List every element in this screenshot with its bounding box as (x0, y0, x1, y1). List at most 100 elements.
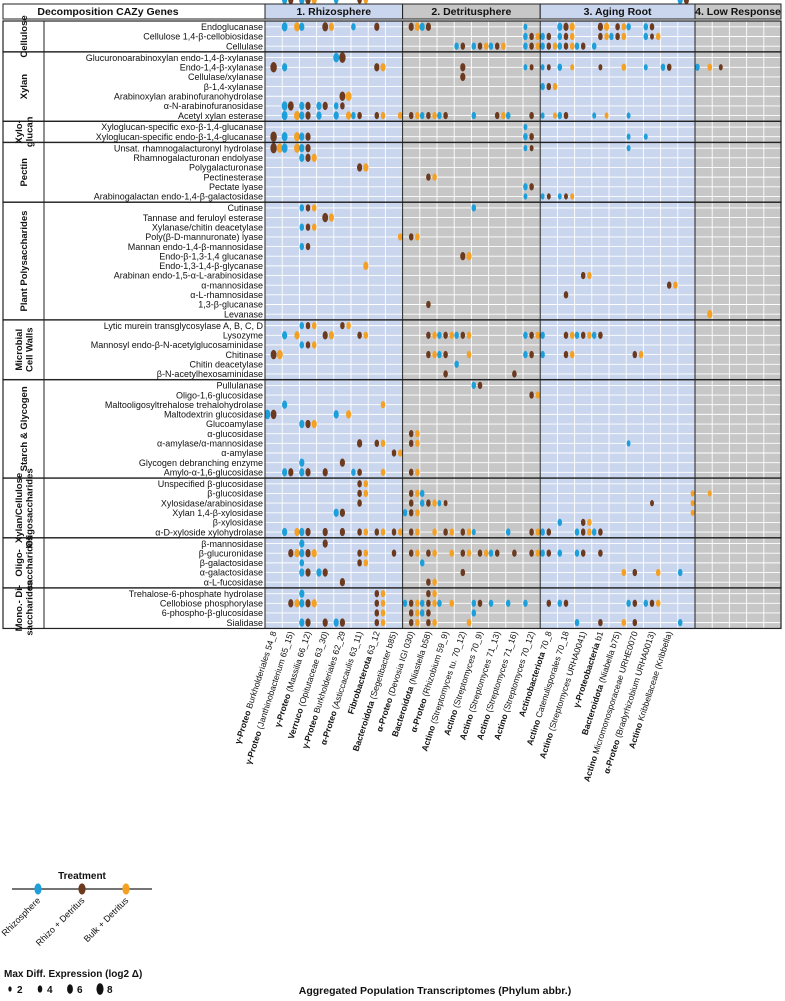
point-27 (557, 32, 563, 41)
point-17 (615, 23, 620, 31)
gene-label: Poly(β-D-mannuronate) lyase (145, 232, 263, 242)
point-427 (677, 0, 683, 5)
point-260 (305, 468, 311, 477)
point-375 (288, 599, 294, 608)
treatment-legend-title: Treatment (58, 871, 106, 882)
gene-column-header: Decomposition CAZy Genes (37, 6, 178, 18)
point-97 (316, 111, 322, 120)
point-19 (626, 23, 631, 31)
point-189 (322, 331, 328, 340)
point-430 (363, 0, 369, 4)
point-227 (632, 350, 638, 359)
gene-label: α-glucosidase (207, 429, 263, 439)
gene-label: Acetyl xylan esterase (178, 111, 263, 121)
category-label-6: Starch & Glycogen (19, 386, 30, 471)
point-374 (432, 589, 437, 598)
point-234 (529, 391, 534, 399)
point-232 (471, 381, 477, 390)
point-250 (408, 439, 414, 448)
point-383 (408, 599, 414, 607)
point-277 (408, 499, 414, 507)
point-348 (540, 549, 545, 557)
category-label-5: MicrobialCell Walls (14, 328, 36, 373)
point-424 (621, 618, 627, 627)
point-139 (305, 143, 311, 153)
point-390 (471, 599, 477, 607)
gene-label: Trehalose-6-phosphate hydrolase (129, 589, 263, 599)
point-200 (466, 331, 472, 339)
gene-label: Cellobiose phosphorylase (160, 599, 263, 609)
point-417 (408, 618, 414, 627)
point-415 (374, 618, 380, 627)
point-230 (443, 370, 448, 378)
point-199 (460, 331, 466, 339)
point-49 (540, 42, 545, 50)
point-287 (402, 509, 408, 517)
category-label-0: Cellulose (19, 15, 30, 57)
gene-label: Lysozyme (223, 330, 263, 340)
point-345 (512, 549, 517, 557)
point-248 (374, 439, 380, 448)
point-253 (391, 449, 397, 457)
point-7 (408, 22, 414, 32)
point-249 (380, 439, 386, 448)
point-38 (454, 42, 459, 50)
point-53 (563, 42, 569, 50)
gene-label: Xylanase/chitin deacetylase (152, 222, 263, 232)
point-321 (587, 528, 592, 536)
point-136 (281, 143, 288, 153)
point-410 (299, 618, 305, 627)
point-370 (299, 589, 305, 598)
gene-label: Glucoamylase (206, 419, 263, 429)
point-263 (357, 468, 362, 477)
point-62 (374, 63, 380, 72)
point-350 (557, 549, 563, 557)
point-181 (707, 309, 713, 319)
point-20 (643, 23, 649, 31)
point-103 (380, 111, 386, 120)
point-317 (540, 528, 545, 536)
point-228 (638, 350, 644, 359)
legend-label-0: Rhizosphere (0, 895, 42, 938)
point-407 (419, 609, 425, 617)
point-366 (677, 568, 683, 577)
point-399 (632, 599, 638, 607)
point-299 (339, 527, 345, 537)
category-label-3: Pectin (19, 158, 30, 187)
point-201 (523, 331, 528, 339)
point-238 (264, 409, 271, 420)
point-418 (415, 618, 420, 627)
point-388 (437, 599, 442, 607)
gene-label: α-L-rhamnosidase (190, 290, 263, 300)
panel-bg-2-6 (540, 379, 695, 479)
point-391 (477, 599, 483, 607)
gene-label: Polygalacturonase (189, 163, 263, 173)
point-387 (432, 599, 437, 607)
point-50 (546, 42, 552, 50)
point-334 (408, 549, 414, 557)
point-414 (339, 618, 345, 627)
point-422 (574, 618, 580, 627)
point-152 (523, 193, 528, 200)
point-33 (615, 32, 620, 41)
gene-label: β-glucosidase (207, 489, 263, 499)
point-192 (363, 331, 369, 339)
point-186 (346, 321, 351, 330)
point-119 (557, 111, 563, 120)
gene-label: Xyloglucan-specific endo-β-1,4-glucanase (96, 132, 263, 142)
point-314 (505, 528, 511, 536)
point-113 (494, 111, 500, 120)
gene-label: Arabinogalactan endo-1,4-β-galactosidase (94, 192, 263, 202)
point-428 (683, 0, 689, 5)
gene-label: 1,3-β-glucanase (198, 300, 263, 310)
point-408 (426, 609, 431, 617)
gene-label: Cutinase (227, 203, 263, 213)
point-3 (322, 22, 329, 32)
point-73 (643, 64, 648, 71)
gene-label: β-1,4-xylanase (204, 82, 263, 92)
point-37 (655, 32, 661, 41)
point-437 (299, 0, 305, 5)
gene-label: α-galactosidase (200, 568, 263, 578)
gene-label: Cellulase/xylanase (188, 72, 263, 82)
